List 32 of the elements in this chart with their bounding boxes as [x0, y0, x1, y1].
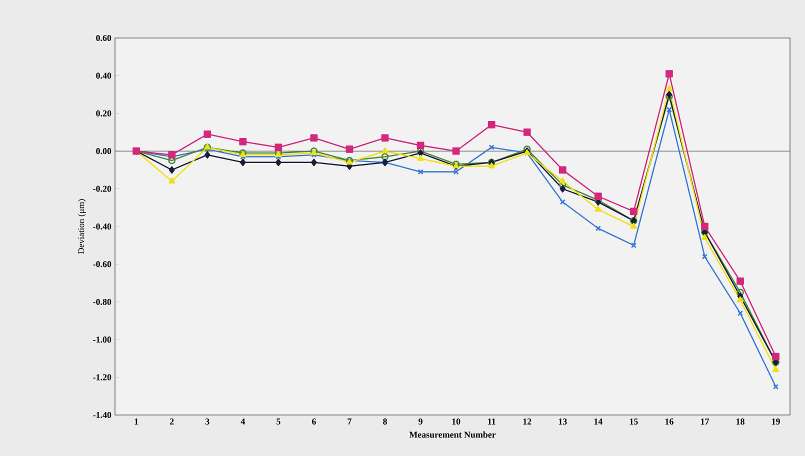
x-tick-label: 14	[594, 418, 602, 424]
x-tick-label: 16	[665, 418, 674, 425]
y-axis-title: Deviation (μm)	[78, 199, 86, 254]
x-tick-label: 18	[736, 418, 744, 425]
y-tick-label: -0.60	[93, 261, 112, 268]
x-tick-label: 6	[312, 418, 316, 425]
y-tick-label: -1.20	[93, 374, 112, 380]
x-tick-label: 5	[276, 418, 280, 424]
x-axis-title: Measurement Number	[409, 431, 496, 438]
x-tick-label: 1	[134, 418, 138, 424]
y-tick-label: 0.40	[96, 72, 112, 79]
x-tick-label: 12	[523, 418, 532, 424]
y-tick-label: -0.80	[93, 298, 112, 305]
x-tick-label: 3	[205, 418, 210, 425]
y-tick-label: 0.60	[96, 34, 112, 42]
y-tick-label: -1.00	[93, 336, 112, 343]
x-tick-label: 8	[383, 418, 387, 425]
x-tick-label: 9	[418, 418, 422, 425]
x-tick-label: 4	[240, 418, 245, 424]
x-tick-label: 10	[452, 418, 460, 425]
y-tick-label: -0.40	[93, 223, 112, 230]
x-tick-label: 17	[700, 418, 710, 424]
x-tick-label: 13	[558, 418, 567, 425]
x-tick-label: 19	[772, 418, 780, 425]
y-tick-label: 0.20	[96, 110, 112, 116]
x-tick-label: 11	[488, 418, 496, 424]
x-tick-label: 2	[170, 418, 174, 424]
x-tick-label: 15	[630, 418, 638, 425]
x-tick-label: 7	[348, 418, 352, 424]
y-tick-label: -0.20	[93, 186, 112, 192]
y-tick-label: 0.00	[96, 148, 112, 154]
y-tick-label: -1.40	[93, 412, 112, 418]
